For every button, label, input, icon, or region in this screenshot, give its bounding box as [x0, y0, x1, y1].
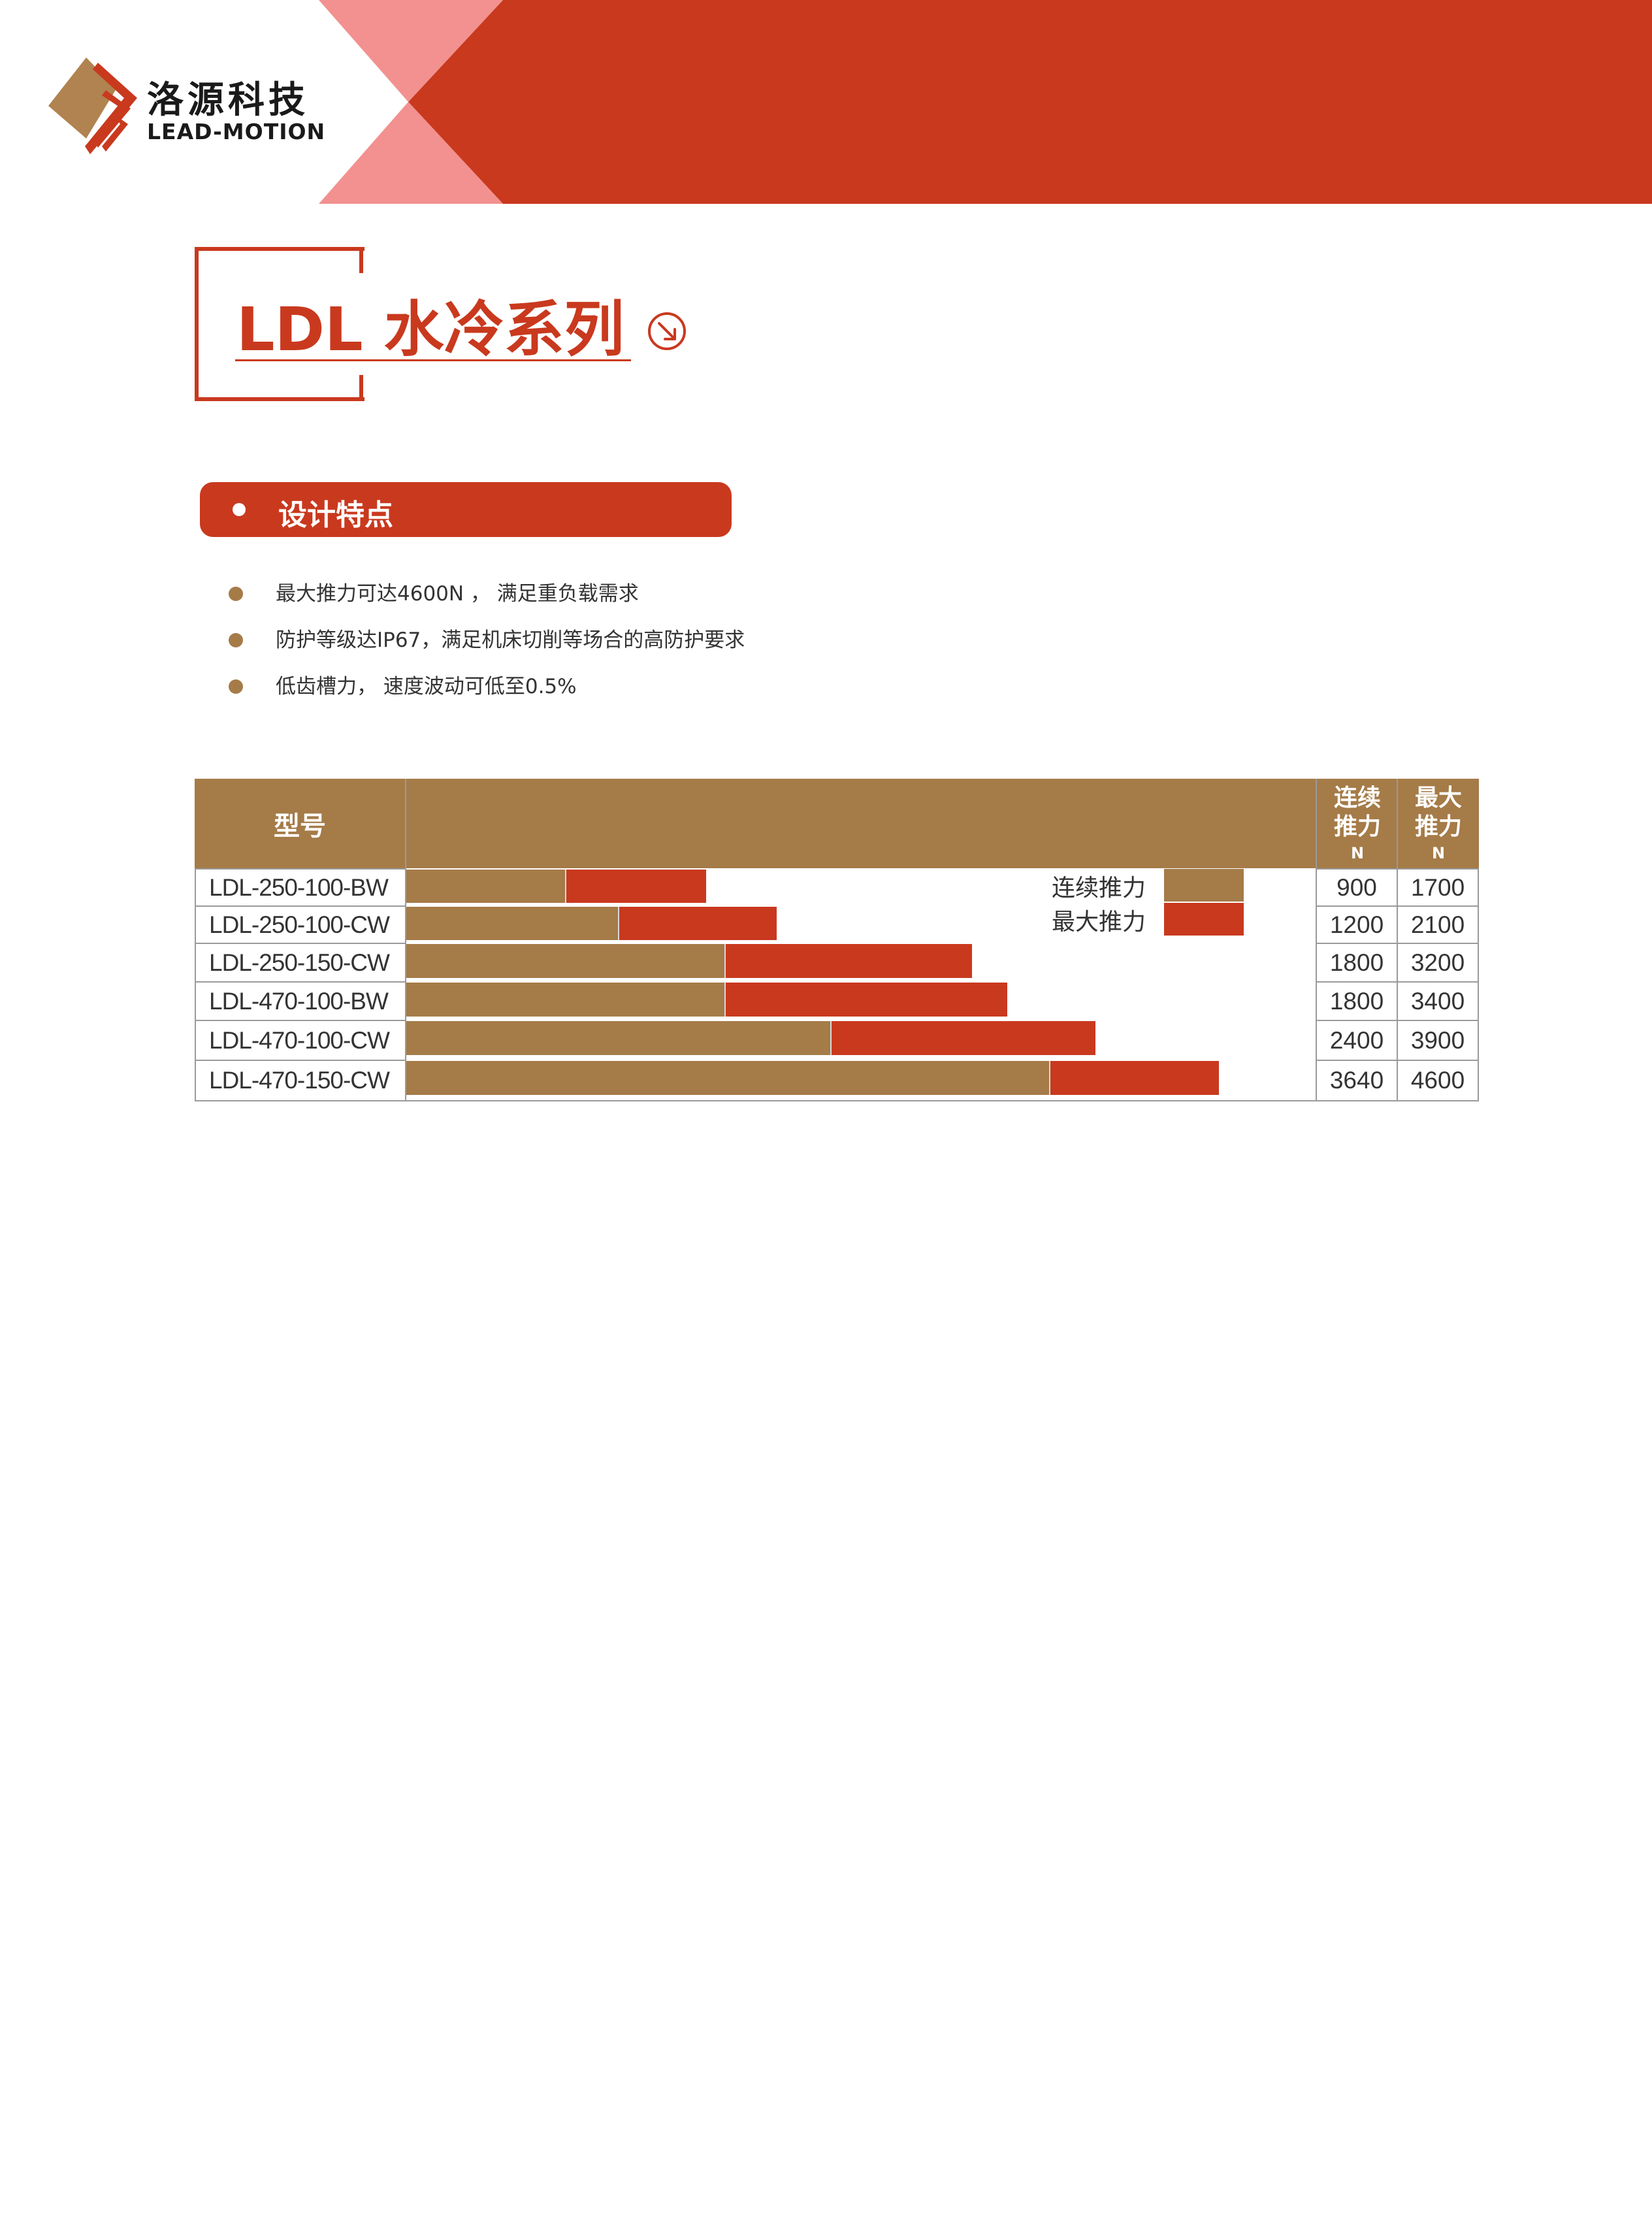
arrow-down-right-icon	[648, 312, 686, 350]
header-banner	[48, 0, 1652, 204]
page-title: LDL 水冷系列	[236, 295, 624, 365]
banner-red-shape	[408, 0, 1652, 204]
bar-continuous	[406, 1061, 1049, 1095]
bar-continuous	[406, 944, 724, 978]
model-cell: LDL-250-100-BW	[195, 868, 406, 907]
legend-swatch-continuous	[1164, 869, 1244, 902]
legend-label-max: 最大推力	[1052, 909, 1146, 936]
logo-icon	[48, 57, 137, 154]
model-cell: LDL-250-150-CW	[195, 943, 406, 983]
feature-text: 最大推力可达4600N ， 满足重负载需求	[276, 582, 639, 606]
header-divider	[1397, 779, 1398, 868]
legend-swatch-max	[1164, 903, 1244, 936]
cont-thrust-cell: 2400	[1316, 1020, 1398, 1061]
cont-thrust-cell: 900	[1316, 868, 1398, 907]
bullet-icon	[229, 679, 243, 694]
legend-label-continuous: 连续推力	[1052, 875, 1146, 902]
bar-max	[830, 1021, 1095, 1055]
model-cell: LDL-250-100-CW	[195, 905, 406, 944]
header-continuous-thrust: 连续 推力 N	[1317, 779, 1398, 868]
bar-max	[1049, 1061, 1219, 1095]
model-cell: LDL-470-100-CW	[195, 1020, 406, 1061]
features-heading: 设计特点	[278, 498, 393, 532]
table-header	[195, 779, 1479, 868]
title-frame	[195, 247, 364, 401]
max-thrust-cell: 3400	[1397, 981, 1479, 1021]
bullet-icon	[233, 503, 246, 516]
header-cont-unit: N	[1350, 844, 1365, 862]
features-heading-pill: 设计特点	[200, 482, 732, 537]
max-thrust-cell: 3900	[1397, 1020, 1479, 1061]
header-model: 型号	[274, 811, 326, 841]
cont-thrust-cell: 1200	[1316, 905, 1398, 944]
max-thrust-cell: 1700	[1397, 868, 1479, 907]
feature-text: 防护等级达IP67，满足机床切削等场合的高防护要求	[276, 628, 745, 652]
header-cont-line2: 推力	[1333, 813, 1381, 840]
header-divider	[1316, 779, 1317, 868]
frame-tick-bottom	[359, 375, 363, 401]
bar-continuous	[406, 870, 565, 903]
title-underline	[235, 359, 631, 361]
bar-continuous	[406, 1021, 830, 1055]
max-thrust-cell: 3200	[1397, 943, 1479, 983]
header-max-line1: 最大	[1414, 785, 1462, 811]
cont-thrust-cell: 1800	[1316, 943, 1398, 983]
max-thrust-cell: 4600	[1397, 1060, 1479, 1101]
cont-thrust-cell: 1800	[1316, 981, 1398, 1021]
table-bottom-border	[405, 1100, 1317, 1101]
bar-max	[724, 944, 972, 978]
bar-continuous	[406, 907, 618, 940]
header-max-thrust: 最大 推力 N	[1398, 779, 1479, 868]
cont-thrust-cell: 3640	[1316, 1060, 1398, 1101]
frame-tick-top	[359, 247, 363, 273]
banner-pink-lower	[319, 102, 503, 204]
bullet-icon	[229, 633, 243, 647]
model-cell: LDL-470-100-BW	[195, 981, 406, 1021]
brand-name-cn: 洛源科技	[147, 79, 309, 122]
bar-max	[565, 870, 706, 903]
bar-continuous	[406, 983, 724, 1017]
feature-text: 低齿槽力， 速度波动可低至0.5%	[276, 675, 577, 698]
header-cont-line1: 连续	[1333, 785, 1381, 811]
bar-max	[724, 983, 1007, 1017]
max-thrust-cell: 2100	[1397, 905, 1479, 944]
brand-name-en: LEAD-MOTION	[147, 119, 326, 144]
header-max-unit: N	[1431, 844, 1446, 862]
bar-max	[618, 907, 777, 940]
bullet-icon	[229, 587, 243, 601]
header-divider	[405, 779, 406, 868]
banner-pink-upper	[319, 0, 503, 102]
header-max-line2: 推力	[1414, 813, 1462, 840]
model-cell: LDL-470-150-CW	[195, 1060, 406, 1101]
